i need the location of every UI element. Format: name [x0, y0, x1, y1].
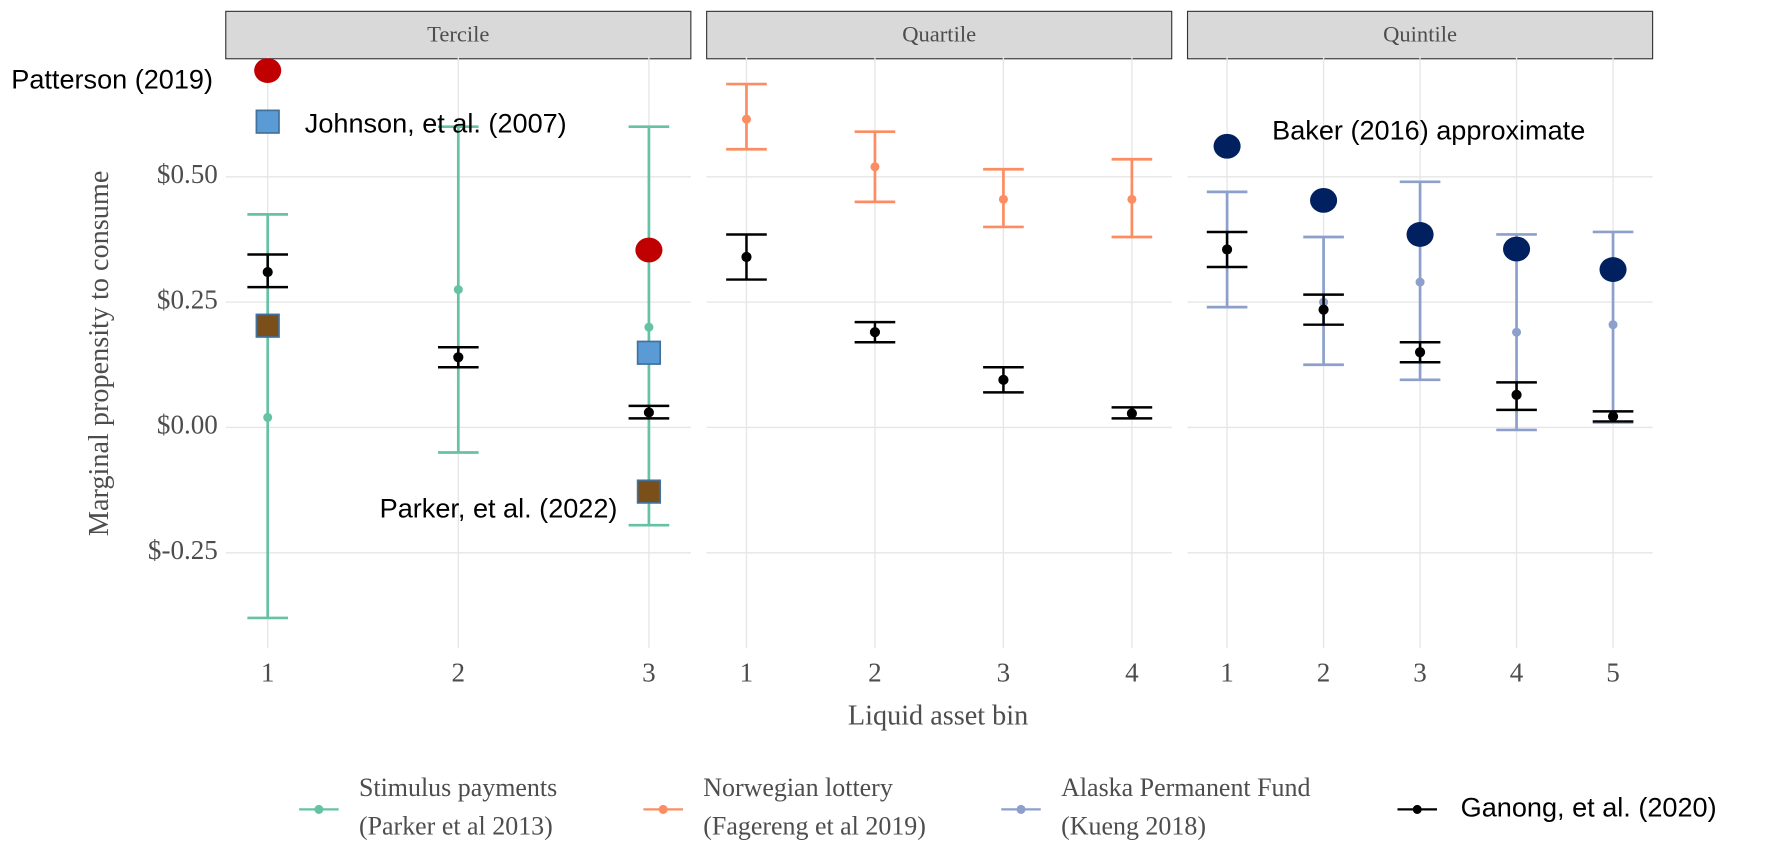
- annotation: Parker, et al. (2022): [380, 492, 618, 523]
- legend-key: [1016, 804, 1026, 814]
- overlay-point: [1406, 222, 1434, 247]
- point: [1126, 408, 1137, 419]
- x-tick-label: 4: [1125, 657, 1139, 687]
- strip: [706, 10, 1173, 60]
- overlay-point: [1503, 236, 1531, 262]
- y-tick-label: $0.25: [157, 284, 218, 314]
- x-tick-label: 3: [642, 657, 656, 687]
- point: [263, 412, 273, 422]
- x-tick-label: 3: [1413, 657, 1427, 687]
- x-tick-label: 1: [261, 657, 275, 687]
- facet-title: Tercile: [427, 21, 489, 46]
- point: [1222, 244, 1233, 255]
- legend-label: Norwegian lottery (Fagereng et al 2019): [703, 773, 926, 840]
- x-tick-label: 2: [452, 657, 466, 687]
- legend-label: Alaska Permanent Fund (Kueng 2018): [1061, 773, 1310, 840]
- x-tick-label: 2: [868, 657, 882, 687]
- point: [453, 285, 463, 295]
- overlay-point: [1310, 187, 1338, 213]
- x-tick-label: 2: [1317, 657, 1331, 687]
- point: [453, 352, 464, 363]
- overlay-point: [635, 237, 663, 263]
- x-tick-label: 1: [1220, 657, 1234, 687]
- facet-title: Quintile: [1383, 21, 1457, 46]
- x-tick-label: 3: [997, 657, 1011, 687]
- point: [1318, 304, 1329, 315]
- point: [1511, 389, 1522, 400]
- legend-key: [314, 804, 324, 814]
- point: [1607, 411, 1619, 422]
- overlay-point: [255, 109, 280, 134]
- x-tick-label: 5: [1606, 657, 1620, 687]
- overlay-point: [1599, 257, 1627, 282]
- x-axis-title: Liquid asset bin: [848, 700, 1028, 731]
- point: [998, 374, 1009, 385]
- y-tick-label: $0.50: [157, 159, 218, 189]
- y-axis-title: Marginal propensity to consume: [84, 171, 115, 536]
- overlay-point: [636, 340, 662, 365]
- point: [262, 266, 273, 278]
- x-tick-label: 1: [740, 657, 754, 687]
- annotation: Baker (2016) approximate: [1272, 114, 1585, 145]
- point: [1127, 194, 1137, 204]
- annotation: Patterson (2019): [11, 63, 213, 94]
- facet-title: Quartile: [902, 21, 976, 46]
- point: [741, 114, 751, 124]
- x-tick-label: 4: [1510, 657, 1524, 687]
- point: [870, 162, 880, 172]
- overlay-point: [636, 479, 662, 504]
- strip: [225, 10, 692, 60]
- point: [1415, 277, 1425, 287]
- point: [644, 322, 654, 332]
- y-tick-label: $0.00: [157, 410, 218, 440]
- legend-key: [1412, 804, 1422, 814]
- y-tick-label: $-0.25: [148, 535, 218, 565]
- point: [741, 251, 752, 263]
- point: [1414, 347, 1426, 358]
- legend-label: Ganong, et al. (2020): [1461, 792, 1717, 823]
- strip: [1186, 10, 1654, 60]
- point: [1608, 320, 1618, 330]
- point: [998, 194, 1008, 204]
- legend-key: [658, 804, 668, 814]
- legend-label: Stimulus payments (Parker et al 2013): [359, 773, 557, 840]
- point: [1512, 327, 1522, 337]
- point: [643, 407, 654, 418]
- annotation: Johnson, et al. (2007): [305, 108, 567, 139]
- point: [869, 327, 881, 338]
- overlay-point: [254, 58, 282, 83]
- overlay-point: [255, 313, 280, 338]
- overlay-point: [1213, 133, 1241, 159]
